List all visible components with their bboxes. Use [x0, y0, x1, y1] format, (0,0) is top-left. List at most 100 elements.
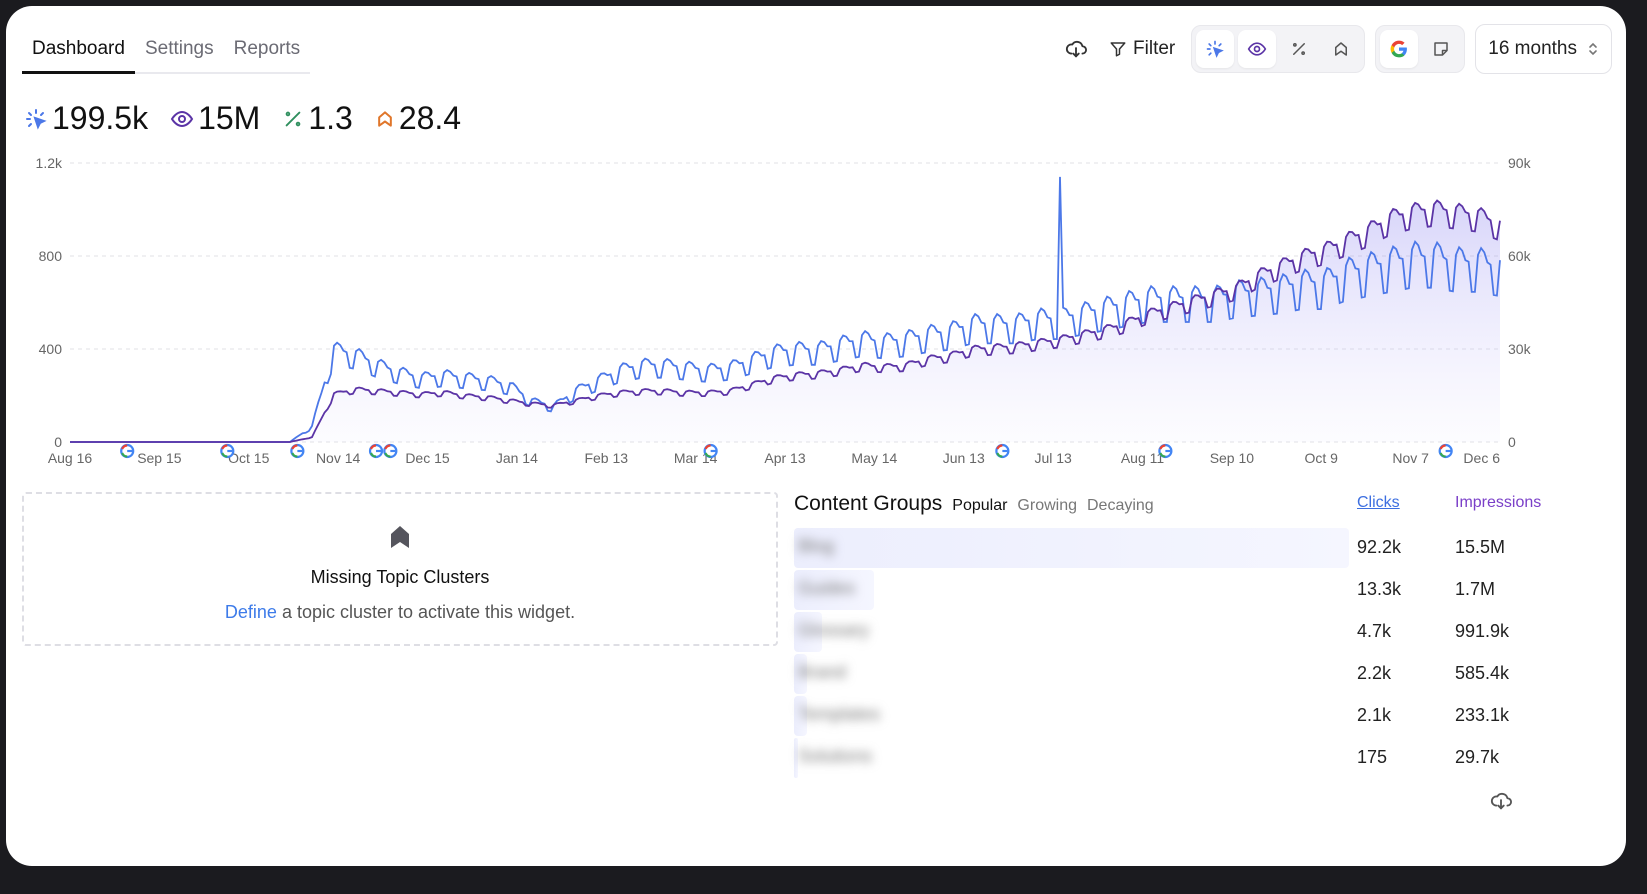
metric-position[interactable]: 28.4	[375, 100, 461, 137]
topic-widget-title: Missing Topic Clusters	[310, 567, 490, 587]
topic-widget-message: Define a topic cluster to activate this …	[24, 602, 776, 623]
sort-impressions-header[interactable]: Impressions	[1455, 494, 1542, 511]
marker-red	[221, 444, 228, 450]
x-tick: Sep 10	[1210, 450, 1255, 466]
marker-red	[996, 444, 1003, 450]
content-group-name: Blog	[798, 536, 835, 556]
google-update-marker	[220, 443, 235, 459]
position-icon	[1335, 42, 1348, 56]
export-content-groups-button[interactable]	[1490, 790, 1512, 817]
content-group-impressions: 15.5M	[1455, 537, 1506, 557]
clicks-total: 199.5k	[52, 100, 149, 136]
content-groups-title: Content Groups	[794, 492, 943, 515]
marker-red	[369, 444, 377, 450]
marker-red	[1439, 444, 1446, 450]
marker-green	[996, 452, 1003, 458]
content-group-row[interactable]: Guides 13.3k 1.7M	[794, 570, 1544, 610]
filter-decaying[interactable]: Decaying	[1087, 497, 1154, 514]
content-group-clicks: 2.1k	[1357, 705, 1392, 725]
percent-icon	[1293, 43, 1306, 55]
y-right-tick: 90k	[1508, 155, 1532, 171]
google-update-marker	[368, 443, 384, 459]
filter-label: Filter	[1133, 38, 1176, 59]
toggle-clicks[interactable]	[1196, 30, 1235, 68]
marker-green	[704, 452, 711, 458]
x-tick: Oct 15	[228, 450, 269, 466]
tab-settings[interactable]: Settings	[144, 38, 214, 59]
x-tick: Dec 6	[1463, 450, 1500, 466]
marker-red	[1159, 444, 1166, 450]
position-icon	[391, 526, 409, 548]
content-group-name: Templates	[798, 704, 881, 724]
export-button[interactable]	[1059, 30, 1093, 68]
x-tick: Feb 13	[584, 450, 628, 466]
google-update-marker	[1438, 443, 1453, 459]
marker-red	[291, 444, 298, 450]
position-icon	[377, 110, 392, 127]
content-group-clicks: 4.7k	[1357, 621, 1392, 641]
content-group-impressions: 233.1k	[1455, 705, 1510, 725]
eye-icon	[1247, 42, 1267, 56]
marker-red	[704, 444, 711, 450]
x-tick: Jul 13	[1034, 450, 1072, 466]
toggle-google[interactable]	[1380, 30, 1419, 68]
filter-growing[interactable]: Growing	[1017, 497, 1077, 514]
toggle-ctr[interactable]	[1280, 30, 1318, 68]
x-tick: Aug 16	[48, 450, 93, 466]
google-update-marker	[383, 443, 398, 459]
marker-red	[384, 444, 391, 450]
ctr-value: 1.3	[308, 100, 353, 136]
y-left-tick: 800	[39, 248, 63, 264]
content-group-impressions: 585.4k	[1455, 663, 1510, 683]
note-icon	[1434, 42, 1449, 56]
content-group-clicks: 13.3k	[1357, 579, 1402, 599]
content-group-name: Guides	[798, 578, 856, 598]
content-group-row[interactable]: Brand 2.2k 585.4k	[794, 654, 1544, 694]
metric-clicks[interactable]: 199.5k	[24, 100, 148, 137]
content-group-row[interactable]: Templates 2.1k 233.1k	[794, 696, 1544, 736]
y-left-tick: 400	[39, 341, 63, 357]
filter-popular[interactable]: Popular	[952, 497, 1008, 514]
source-toggle-group	[1375, 25, 1466, 73]
content-group-row[interactable]: Glossary 4.7k 991.9k	[794, 612, 1544, 652]
click-icon	[1206, 40, 1225, 58]
toggle-notes[interactable]	[1422, 30, 1460, 68]
clicks-share-bar	[794, 570, 874, 610]
content-group-row[interactable]: Blog 92.2k 15.5M	[794, 528, 1544, 568]
content-group-row[interactable]: Solutions 175 29.7k	[794, 738, 1544, 778]
content-group-name: Glossary	[798, 620, 870, 640]
y-left-tick: 0	[54, 434, 62, 450]
toggle-impressions[interactable]	[1238, 30, 1277, 68]
eye-icon	[170, 110, 194, 127]
sort-clicks-header[interactable]: Clicks	[1357, 494, 1400, 511]
app-window: Dashboard Settings Reports Filter	[6, 6, 1626, 866]
marker-green	[121, 452, 128, 458]
marker-red	[121, 444, 128, 450]
filter-button[interactable]: Filter	[1103, 30, 1181, 68]
x-tick: Oct 9	[1305, 450, 1339, 466]
marker-green	[221, 452, 228, 458]
y-left-tick: 1.2k	[36, 155, 63, 171]
x-tick: Nov 14	[316, 450, 361, 466]
marker-green	[291, 452, 298, 458]
metric-ctr[interactable]: 1.3	[282, 100, 353, 137]
toggle-position[interactable]	[1322, 30, 1360, 68]
clicks-share-bar	[794, 528, 1349, 568]
tab-dashboard[interactable]: Dashboard	[22, 26, 135, 74]
clicks-share-bar	[794, 738, 798, 778]
define-topic-link[interactable]: Define	[224, 602, 277, 622]
y-right-tick: 30k	[1508, 341, 1532, 357]
tab-reports[interactable]: Reports	[233, 38, 301, 59]
google-update-marker	[995, 443, 1010, 459]
filter-icon	[1110, 42, 1126, 57]
chevron-updown-icon	[1589, 42, 1597, 56]
date-range-select[interactable]: 16 months	[1475, 24, 1612, 74]
metric-impressions[interactable]: 15M	[170, 100, 260, 137]
content-group-clicks: 175	[1357, 747, 1388, 767]
content-group-impressions: 991.9k	[1455, 621, 1510, 641]
content-groups-header: Content Groups Popular Growing Decaying …	[794, 492, 1544, 524]
content-group-clicks: 2.2k	[1357, 663, 1392, 683]
clicks-share-bar	[794, 612, 823, 652]
metric-summary: 199.5k 15M 1.3 28.4	[24, 100, 461, 137]
